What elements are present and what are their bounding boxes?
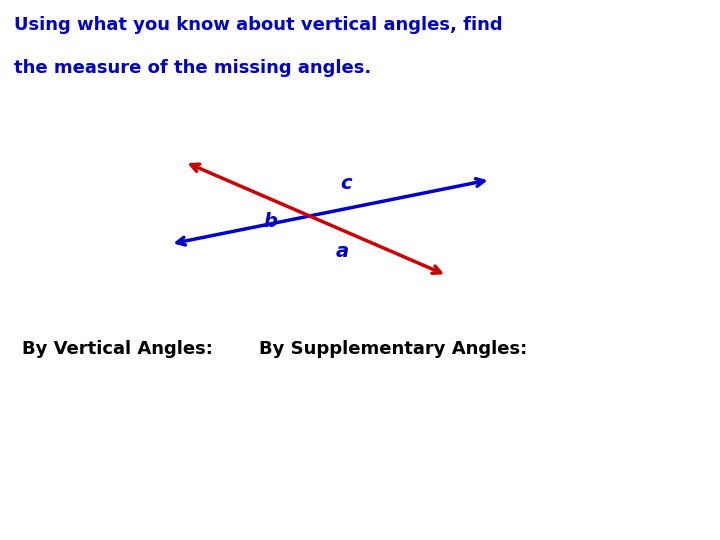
Text: the measure of the missing angles.: the measure of the missing angles.	[14, 59, 372, 77]
Text: By Vertical Angles:: By Vertical Angles:	[22, 340, 212, 358]
Text: By Supplementary Angles:: By Supplementary Angles:	[259, 340, 528, 358]
Text: a: a	[336, 241, 348, 261]
Text: c: c	[340, 174, 351, 193]
Text: b: b	[263, 212, 277, 231]
Text: Using what you know about vertical angles, find: Using what you know about vertical angle…	[14, 16, 503, 34]
